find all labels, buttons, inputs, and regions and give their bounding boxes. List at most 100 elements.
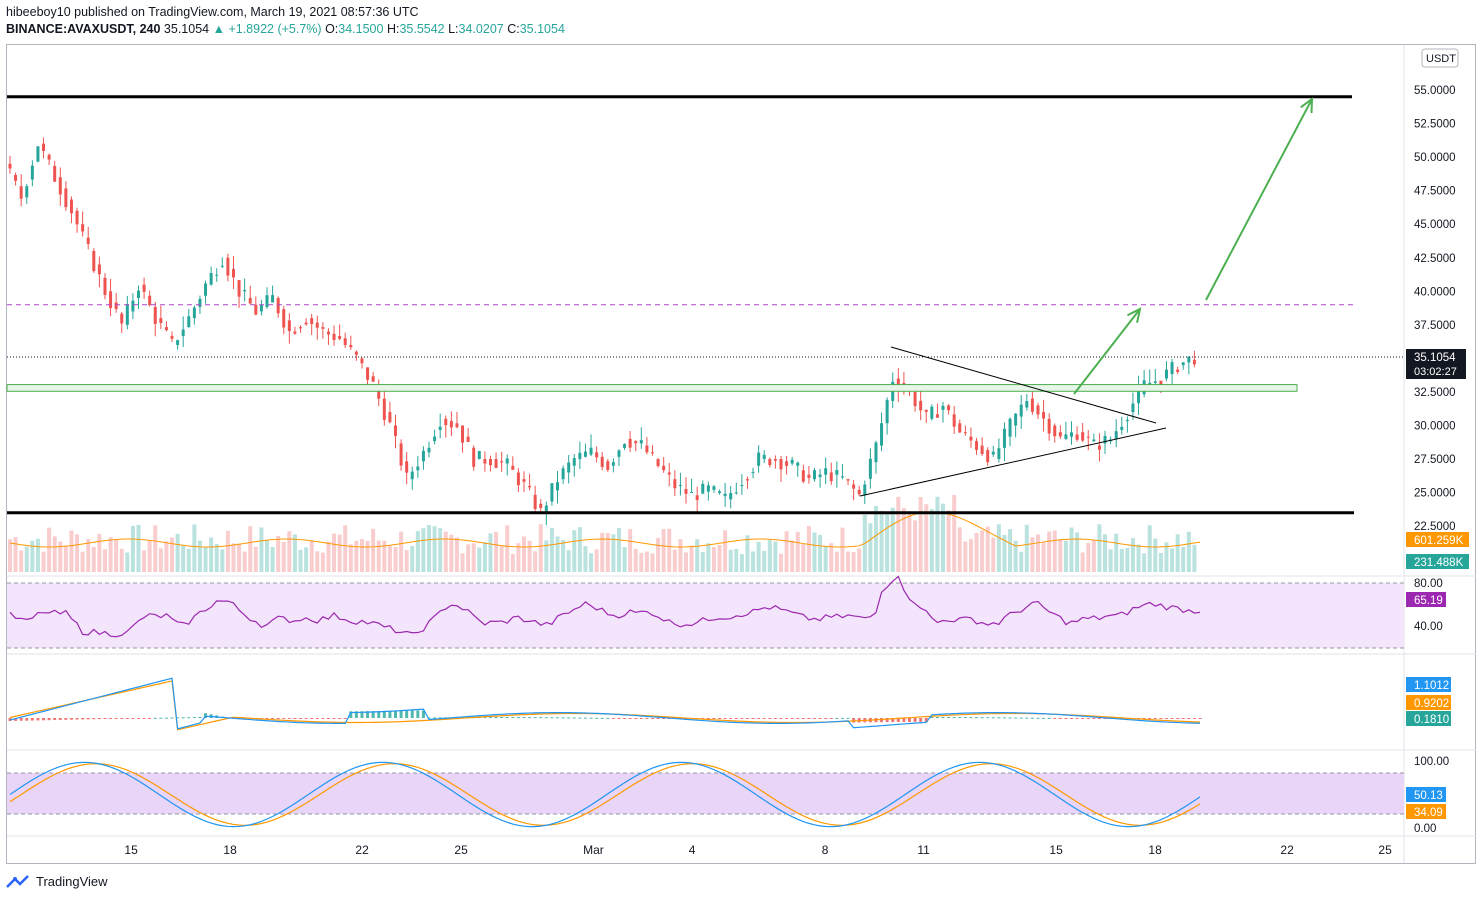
macd-hist-bar (176, 717, 180, 719)
volume-bar (644, 551, 649, 572)
volume-bar (566, 550, 571, 572)
macd-hist-bar (785, 718, 789, 719)
macd-hist-bar (321, 718, 325, 719)
macd-hist-bar (589, 717, 593, 719)
volume-bar (343, 525, 348, 572)
candle-body (472, 447, 476, 467)
candle-body (1137, 387, 1141, 404)
candle-body (220, 265, 224, 267)
candle-body (304, 322, 308, 325)
macd-hist-bar (416, 710, 420, 718)
volume-bar (292, 534, 297, 572)
macd-hist-bar (846, 717, 850, 719)
y-tick-label: 32.5000 (1414, 387, 1456, 399)
volume-bar (762, 550, 767, 572)
open-value: 34.1500 (338, 22, 384, 36)
candle-body (92, 251, 96, 272)
volume-bar (600, 532, 605, 572)
candle-body (623, 444, 627, 448)
volume-bar (538, 524, 543, 572)
candle-body (69, 199, 73, 214)
candle-body (963, 432, 967, 434)
stoch-tick-label: 100.00 (1414, 756, 1449, 768)
macd-hist-bar (159, 717, 163, 719)
volume-bar (443, 531, 448, 572)
candle-body (181, 329, 185, 337)
macd-hist-bar (980, 717, 984, 719)
volume-bar (589, 553, 594, 572)
macd-hist-bar (153, 717, 157, 719)
candle-body (773, 459, 777, 461)
macd-hist-bar (578, 717, 582, 719)
volume-bar (359, 539, 364, 572)
candle-body (427, 447, 431, 453)
volume-bar (622, 547, 627, 572)
volume-bar (521, 536, 526, 572)
volume-bar (1108, 549, 1113, 572)
macd-hist-bar (1148, 718, 1152, 719)
macd-hist-bar (92, 718, 96, 720)
candle-body (299, 327, 303, 329)
volume-ma-value: 601.259K (1414, 535, 1464, 547)
macd-hist-bar (505, 717, 509, 719)
candle-body (1192, 359, 1196, 365)
macd-hist-bar (360, 711, 364, 718)
candle-body (556, 482, 560, 491)
tradingview-footer[interactable]: TradingView (6, 874, 108, 889)
volume-bar (281, 541, 286, 572)
candle-body (634, 441, 638, 444)
volume-bar (784, 531, 789, 572)
macd-hist-bar (522, 717, 526, 719)
macd-hist-bar (198, 716, 202, 718)
macd-hist-bar (757, 718, 761, 719)
candle-body (662, 465, 666, 471)
volume-bar (1024, 524, 1029, 572)
candle-body (980, 445, 984, 455)
candle-body (1120, 426, 1124, 430)
candle-body (170, 336, 174, 339)
candle-body (1081, 432, 1085, 441)
candle-body (835, 470, 839, 475)
candle-body (706, 485, 710, 492)
chart-frame[interactable] (6, 44, 1476, 864)
volume-bar (130, 525, 135, 572)
candle-body (1164, 369, 1168, 379)
stoch-tick-label: 0.00 (1414, 823, 1436, 835)
candle-body (785, 461, 789, 466)
volume-bar (35, 538, 40, 572)
x-tick-label: 18 (1148, 843, 1162, 857)
candle-body (712, 486, 716, 490)
macd-hist-bar (740, 718, 744, 719)
stoch-d-tag (1406, 804, 1446, 819)
candle-body (885, 399, 889, 424)
volume-series (8, 494, 1197, 572)
candle-body (829, 472, 833, 482)
volume-bar (86, 539, 91, 572)
macd-hist-bar (393, 710, 397, 718)
x-tick-label: 22 (1280, 843, 1294, 857)
candle-body (583, 451, 587, 457)
candle-body (1058, 432, 1062, 437)
rsi-tick-label: 40.00 (1414, 621, 1443, 633)
macd-hist-bar (483, 717, 487, 719)
volume-bar (929, 509, 934, 572)
volume-bar (253, 546, 258, 572)
volume-bar (901, 508, 906, 572)
macd-hist-bar (611, 718, 615, 719)
candle-body (740, 485, 744, 487)
candle-body (813, 470, 817, 480)
macd-hist-bar (377, 710, 381, 718)
candle-body (1170, 362, 1174, 375)
volume-bar (181, 545, 186, 572)
volume-bar (214, 544, 219, 572)
green-zone-box (6, 384, 1298, 392)
volume-bar (320, 552, 325, 572)
macd-hist-bar (880, 718, 884, 723)
candle-body (589, 447, 593, 455)
high-label: H: (386, 22, 400, 36)
candle-body (159, 318, 163, 323)
volume-bar (734, 549, 739, 572)
macd-hist-bar (310, 718, 314, 719)
candle-body (382, 398, 386, 420)
